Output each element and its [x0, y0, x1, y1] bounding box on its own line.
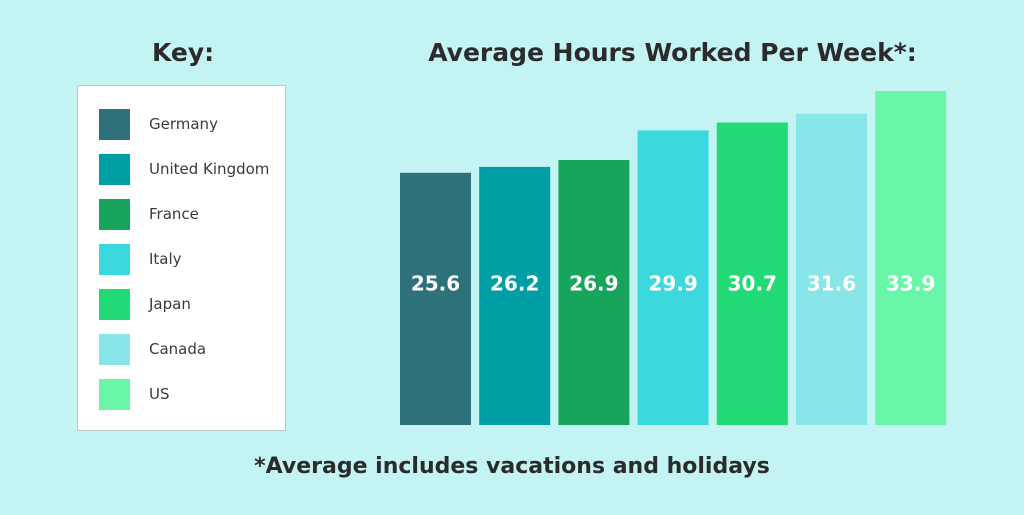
legend-item: Canada — [99, 333, 206, 365]
bar-canada — [796, 113, 867, 425]
bar-value-label: 30.7 — [728, 272, 777, 296]
bar-us — [875, 91, 947, 425]
legend: Germany United Kingdom France Italy Japan Can… — [77, 85, 286, 431]
legend-swatch — [99, 108, 130, 140]
legend-swatch — [99, 333, 130, 365]
footnote: *Average includes vacations and holidays — [254, 454, 770, 479]
legend-label: Canada — [149, 340, 207, 358]
bar-value-label: 31.6 — [807, 272, 856, 296]
legend-swatch — [99, 243, 130, 275]
bar-germany — [400, 172, 471, 425]
legend-item: Germany — [99, 108, 218, 140]
legend-label: Germany — [149, 115, 218, 133]
bar-value-label: 26.9 — [569, 272, 618, 296]
legend-label: United Kingdom — [149, 160, 270, 178]
bar-value-label: 25.6 — [411, 272, 460, 296]
legend-swatch — [99, 288, 130, 320]
legend-label: Italy — [149, 250, 182, 268]
chart-title: Average Hours Worked Per Week*: — [428, 38, 917, 67]
legend-item: US — [99, 378, 170, 410]
legend-item: Italy — [99, 243, 182, 275]
bar-italy — [637, 130, 709, 425]
bar-japan — [716, 122, 788, 425]
legend-label: France — [149, 205, 199, 223]
bar-value-label: 26.2 — [490, 272, 539, 296]
legend-swatch — [99, 378, 130, 410]
bar-united-kingdom — [479, 166, 551, 425]
legend-item: France — [99, 198, 199, 230]
legend-label: Japan — [149, 295, 191, 313]
key-title: Key: — [152, 38, 215, 67]
legend-item: United Kingdom — [99, 153, 269, 185]
bar-france — [558, 160, 630, 425]
legend-swatch — [99, 153, 130, 185]
bar-value-label: 29.9 — [648, 272, 697, 296]
legend-label: US — [149, 385, 170, 403]
legend-item: Japan — [99, 288, 191, 320]
legend-swatch — [99, 198, 130, 230]
bar-value-label: 33.9 — [886, 272, 935, 296]
